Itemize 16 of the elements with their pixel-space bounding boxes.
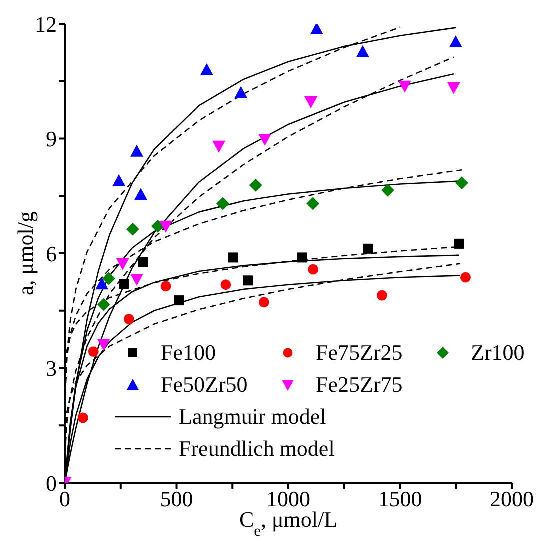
x-tick-label: 1500 <box>378 486 422 512</box>
y-tick-label: 3 <box>46 356 57 382</box>
y-tick-label: 9 <box>46 126 57 152</box>
legend-label: Zr100 <box>471 340 525 366</box>
y-axis-title: a, μmol/g <box>13 212 38 296</box>
legend-label: Fe75Zr25 <box>316 340 403 366</box>
y-tick-label: 12 <box>35 12 57 37</box>
x-tick-label: 2000 <box>490 486 534 512</box>
legend-label: Langmuir model <box>179 404 326 430</box>
legend-label: Fe50Zr50 <box>161 372 248 398</box>
legend-label: Freundlich model <box>179 436 335 462</box>
legend-label: Fe25Zr75 <box>316 372 403 398</box>
y-tick-label: 0 <box>46 470 57 496</box>
x-tick-label: 500 <box>160 486 194 512</box>
legend-label: Fe100 <box>161 340 216 366</box>
y-tick-label: 6 <box>46 241 57 266</box>
